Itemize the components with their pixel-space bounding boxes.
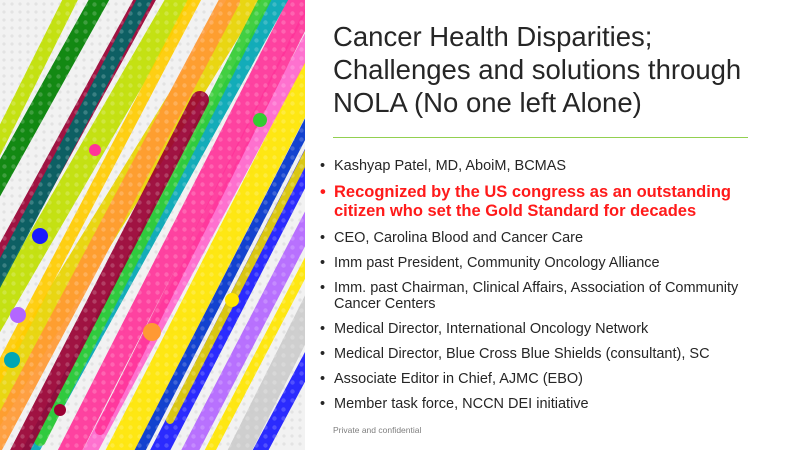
diagonal-stripe bbox=[0, 0, 78, 156]
dot-accent-group bbox=[4, 113, 267, 416]
bullet-text: Associate Editor in Chief, AJMC (EBO) bbox=[334, 371, 583, 387]
accent-dot bbox=[32, 228, 48, 244]
bullet-item-medical-director-bcbs: • Medical Director, Blue Cross Blue Shiel… bbox=[320, 346, 780, 363]
diagonal-stripe bbox=[0, 0, 202, 384]
bullet-item-medical-director-ion: • Medical Director, International Oncolog… bbox=[320, 321, 780, 338]
bullet-dot: • bbox=[320, 279, 326, 296]
bullet-item-name: • Kashyap Patel, MD, AboiM, BCMAS bbox=[320, 158, 780, 175]
bullet-item-task-force: • Member task force, NCCN DEI initiative bbox=[320, 396, 780, 413]
title-line-3: NOLA (No one left Alone) bbox=[333, 87, 642, 118]
accent-dot bbox=[225, 293, 239, 307]
bullet-text: Medical Director, Blue Cross Blue Shield… bbox=[334, 346, 710, 362]
bullet-text: Medical Director, International Oncology… bbox=[334, 321, 649, 337]
bullet-dot: • bbox=[320, 321, 326, 337]
diagonal-stripe bbox=[95, 8, 305, 435]
bullet-item-past-president: • Imm past President, Community Oncology … bbox=[320, 255, 780, 272]
bullet-dot: • bbox=[320, 254, 326, 271]
slide-title: Cancer Health Disparities; Challenges an… bbox=[333, 20, 783, 119]
bullet-item-recognition: • Recognized by the US congress as an out… bbox=[320, 183, 780, 221]
title-underline-rule bbox=[333, 137, 748, 138]
accent-dot bbox=[54, 404, 66, 416]
diagonal-stripe bbox=[227, 295, 305, 450]
stripe-group bbox=[0, 0, 305, 450]
title-line-1: Cancer Health Disparities; bbox=[333, 21, 653, 52]
diagonal-stripe bbox=[252, 351, 305, 450]
diagonal-stripe bbox=[204, 257, 305, 450]
diagonal-stripe bbox=[10, 91, 209, 450]
bullet-dot: • bbox=[320, 183, 326, 201]
diagonal-stripe bbox=[34, 0, 272, 446]
decorative-diagonal-stripes-art bbox=[0, 0, 305, 450]
bullet-text: Imm past President, Community Oncology A… bbox=[334, 254, 660, 271]
diagonal-stripe bbox=[0, 0, 240, 450]
diagonal-stripe bbox=[134, 118, 305, 450]
accent-dot bbox=[89, 144, 101, 156]
bullet-item-ceo: • CEO, Carolina Blood and Cancer Care bbox=[320, 230, 780, 247]
bullet-dot: • bbox=[320, 229, 326, 246]
bullet-text: Member task force, NCCN DEI initiative bbox=[334, 396, 589, 412]
diagonal-stripe bbox=[166, 149, 305, 424]
bullet-text: Kashyap Patel, MD, AboiM, BCMAS bbox=[334, 158, 567, 174]
bullet-dot: • bbox=[320, 346, 326, 362]
bullet-item-associate-editor: • Associate Editor in Chief, AJMC (EBO) bbox=[320, 371, 780, 388]
bullet-text: CEO, Carolina Blood and Cancer Care bbox=[334, 229, 584, 246]
footer-confidential-note: Private and confidential bbox=[333, 425, 422, 435]
diagonal-stripe bbox=[0, 0, 193, 333]
diagonal-stripe bbox=[0, 0, 153, 289]
bullet-text: Imm. past Chairman, Clinical Affairs, As… bbox=[334, 279, 739, 313]
diagonal-stripe bbox=[57, 0, 305, 450]
bullet-item-past-chairman: • Imm. past Chairman, Clinical Affairs, A… bbox=[320, 280, 780, 313]
accent-dot bbox=[4, 352, 20, 368]
bullet-dot: • bbox=[320, 396, 326, 412]
title-line-2: Challenges and solutions through bbox=[333, 54, 742, 85]
bullet-dot: • bbox=[320, 158, 326, 174]
accent-dot bbox=[143, 323, 161, 341]
bullet-list: • Kashyap Patel, MD, AboiM, BCMAS • Recogn… bbox=[320, 158, 780, 421]
diagonal-stripe bbox=[150, 148, 305, 450]
accent-dot bbox=[253, 113, 267, 127]
bullet-dot: • bbox=[320, 371, 326, 387]
accent-dot bbox=[10, 307, 26, 323]
diagonal-stripe bbox=[0, 0, 110, 197]
diagonal-stripe bbox=[105, 60, 305, 450]
diagonal-stripe bbox=[181, 211, 305, 450]
bullet-text: Recognized by the US congress as an outs… bbox=[334, 183, 731, 220]
